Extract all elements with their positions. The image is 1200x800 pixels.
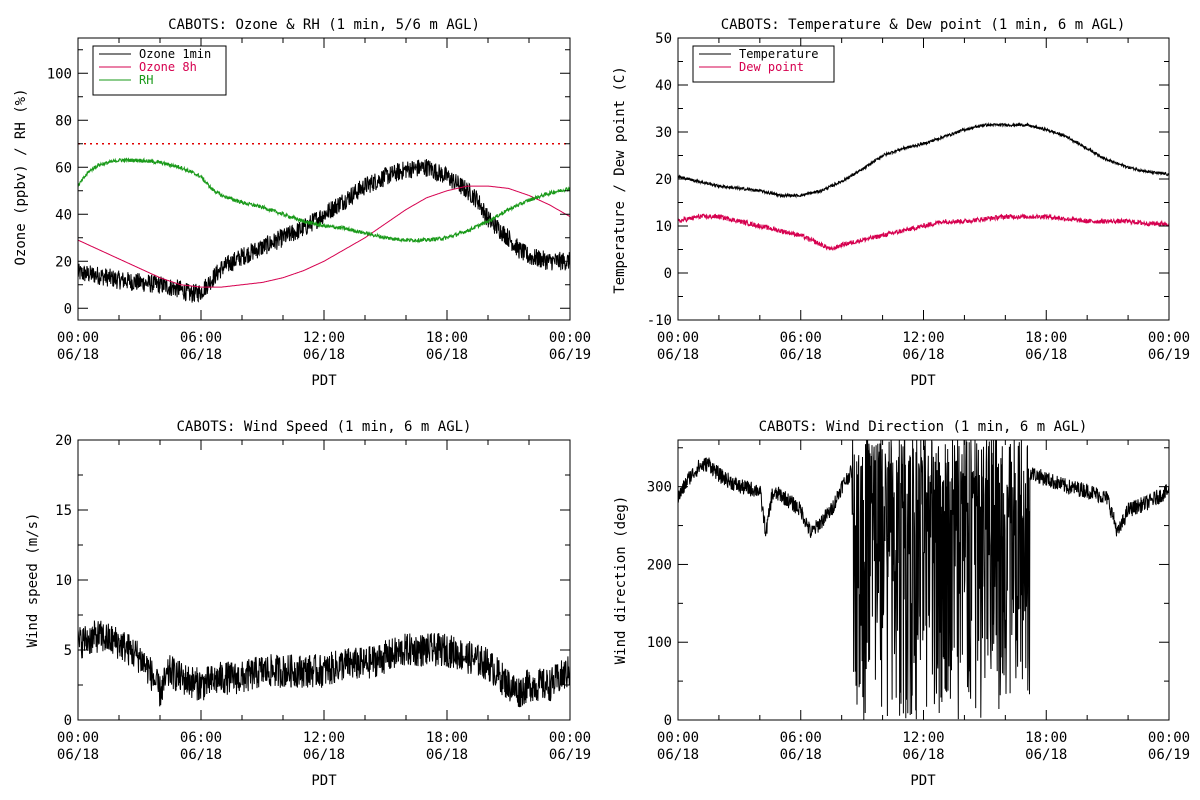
wind-speed-xtick-time: 00:00 [57,730,99,746]
temp-dewpoint-ytick-label: -10 [647,313,672,329]
ozone-rh-ytick-label: 20 [55,254,72,270]
temp-dewpoint-panel: CABOTS: Temperature & Dew point (1 min, … [612,17,1190,389]
wind-direction-plot-area [678,440,1169,720]
temp-dewpoint-legend-box [692,45,835,83]
temp-dewpoint-ylabel: Temperature / Dew point (C) [612,66,628,294]
wind-direction-ylabel: Wind direction (deg) [613,496,629,665]
wind-direction-ytick-label: 0 [664,713,672,729]
temp-dewpoint-legend-entry: Temperature [739,47,818,61]
wind-direction-xtick-date: 06/18 [1025,747,1067,763]
temp-dewpoint-xtick-time: 18:00 [1025,330,1067,346]
ozone-rh-ytick-label: 80 [55,113,72,129]
ozone-rh-plot-area [78,143,570,303]
wind-direction-xtick-date: 06/19 [1148,747,1190,763]
temp-dewpoint-ytick-label: 50 [655,31,672,47]
ozone-rh-ylabel: Ozone (ppbv) / RH (%) [13,88,29,265]
ozone-rh-legend-entry: Ozone 1min [139,47,211,61]
temp-dewpoint-xtick-time: 12:00 [902,330,944,346]
wind-speed-ylabel: Wind speed (m/s) [25,513,41,648]
wind-speed-ytick-label: 10 [55,573,72,589]
wind-direction-panel: CABOTS: Wind Direction (1 min, 6 m AGL) … [613,419,1190,789]
wind-direction-xtick-time: 06:00 [780,730,822,746]
wind-speed-xtick-time: 18:00 [426,730,468,746]
wind-direction-xtick-time: 00:00 [657,730,699,746]
ozone-rh-series-ozone-8h [78,185,570,288]
wind-direction-xtick-time: 12:00 [902,730,944,746]
ozone-rh-legend-entry: RH [139,73,153,87]
wind-direction-ytick-label: 200 [647,557,672,573]
wind-direction-xtick-date: 06/18 [902,747,944,763]
wind-speed-panel: CABOTS: Wind Speed (1 min, 6 m AGL) Wind… [25,419,591,789]
wind-speed-xtick-date: 06/18 [426,747,468,763]
temp-dewpoint-series-temperature [678,121,1169,199]
ozone-rh-panel: CABOTS: Ozone & RH (1 min, 5/6 m AGL) Oz… [13,17,591,389]
wind-speed-ytick-label: 0 [64,713,72,729]
temp-dewpoint-xlabel: PDT [910,373,936,389]
temp-dewpoint-xtick-date: 06/18 [1025,347,1067,363]
ozone-rh-legend-entry: Ozone 8h [139,60,197,74]
temp-dewpoint-xtick-time: 00:00 [1148,330,1190,346]
wind-direction-xtick-date: 06/18 [657,747,699,763]
ozone-rh-xtick-time: 12:00 [303,330,345,346]
wind-speed-xtick-date: 06/18 [57,747,99,763]
wind-speed-xtick-time: 00:00 [549,730,591,746]
temp-dewpoint-ytick-label: 10 [655,219,672,235]
temp-dewpoint-xtick-time: 00:00 [657,330,699,346]
ozone-rh-ytick-label: 100 [47,66,72,82]
wind-direction-xtick-time: 00:00 [1148,730,1190,746]
ozone-rh-xtick-time: 06:00 [180,330,222,346]
wind-direction-series-trace [678,440,1169,720]
ozone-rh-xtick-time: 00:00 [549,330,591,346]
ozone-rh-ytick-label: 40 [55,207,72,223]
wind-direction-xtick-time: 18:00 [1025,730,1067,746]
wind-speed-xtick-time: 12:00 [303,730,345,746]
ozone-rh-xtick-date: 06/19 [549,347,591,363]
ozone-rh-ytick-label: 60 [55,160,72,176]
ozone-rh-xtick-date: 06/18 [303,347,345,363]
wind-direction-title: CABOTS: Wind Direction (1 min, 6 m AGL) [759,419,1088,435]
temp-dewpoint-xtick-time: 06:00 [780,330,822,346]
ozone-rh-xtick-time: 00:00 [57,330,99,346]
ozone-rh-ytick-label: 0 [64,301,72,317]
wind-speed-plot-area [78,620,570,708]
wind-direction-ytick-label: 100 [647,635,672,651]
wind-direction-ytick-label: 300 [647,480,672,496]
temp-dewpoint-xtick-date: 06/18 [657,347,699,363]
temp-dewpoint-series-dew-point [678,213,1169,251]
wind-speed-xlabel: PDT [311,773,337,789]
wind-speed-series-trace [78,620,570,708]
ozone-rh-series-ozone-1min [78,159,570,303]
temp-dewpoint-ytick-label: 40 [655,78,672,94]
wind-speed-xtick-time: 06:00 [180,730,222,746]
temp-dewpoint-title: CABOTS: Temperature & Dew point (1 min, … [721,17,1126,33]
temp-dewpoint-xtick-date: 06/18 [902,347,944,363]
ozone-rh-xtick-time: 18:00 [426,330,468,346]
temp-dewpoint-xtick-date: 06/18 [780,347,822,363]
temp-dewpoint-ytick-label: 20 [655,172,672,188]
ozone-rh-xtick-date: 06/18 [426,347,468,363]
ozone-rh-xlabel: PDT [311,373,337,389]
wind-speed-ytick-label: 15 [55,503,72,519]
ozone-rh-xtick-date: 06/18 [180,347,222,363]
ozone-rh-series-rh [78,157,570,244]
wind-speed-xtick-date: 06/18 [303,747,345,763]
wind-speed-xtick-date: 06/18 [180,747,222,763]
ozone-rh-title: CABOTS: Ozone & RH (1 min, 5/6 m AGL) [168,17,480,33]
temp-dewpoint-plot-area [678,121,1169,251]
wind-speed-title: CABOTS: Wind Speed (1 min, 6 m AGL) [176,419,471,435]
wind-direction-xtick-date: 06/18 [780,747,822,763]
ozone-rh-xtick-date: 06/18 [57,347,99,363]
temp-dewpoint-legend-entry: Dew point [739,60,804,74]
wind-speed-ytick-label: 5 [64,643,72,659]
wind-speed-ytick-label: 20 [55,433,72,449]
wind-speed-xtick-date: 06/19 [549,747,591,763]
temp-dewpoint-ytick-label: 0 [664,266,672,282]
temp-dewpoint-xtick-date: 06/19 [1148,347,1190,363]
temp-dewpoint-ytick-label: 30 [655,125,672,141]
wind-direction-xlabel: PDT [910,773,936,789]
